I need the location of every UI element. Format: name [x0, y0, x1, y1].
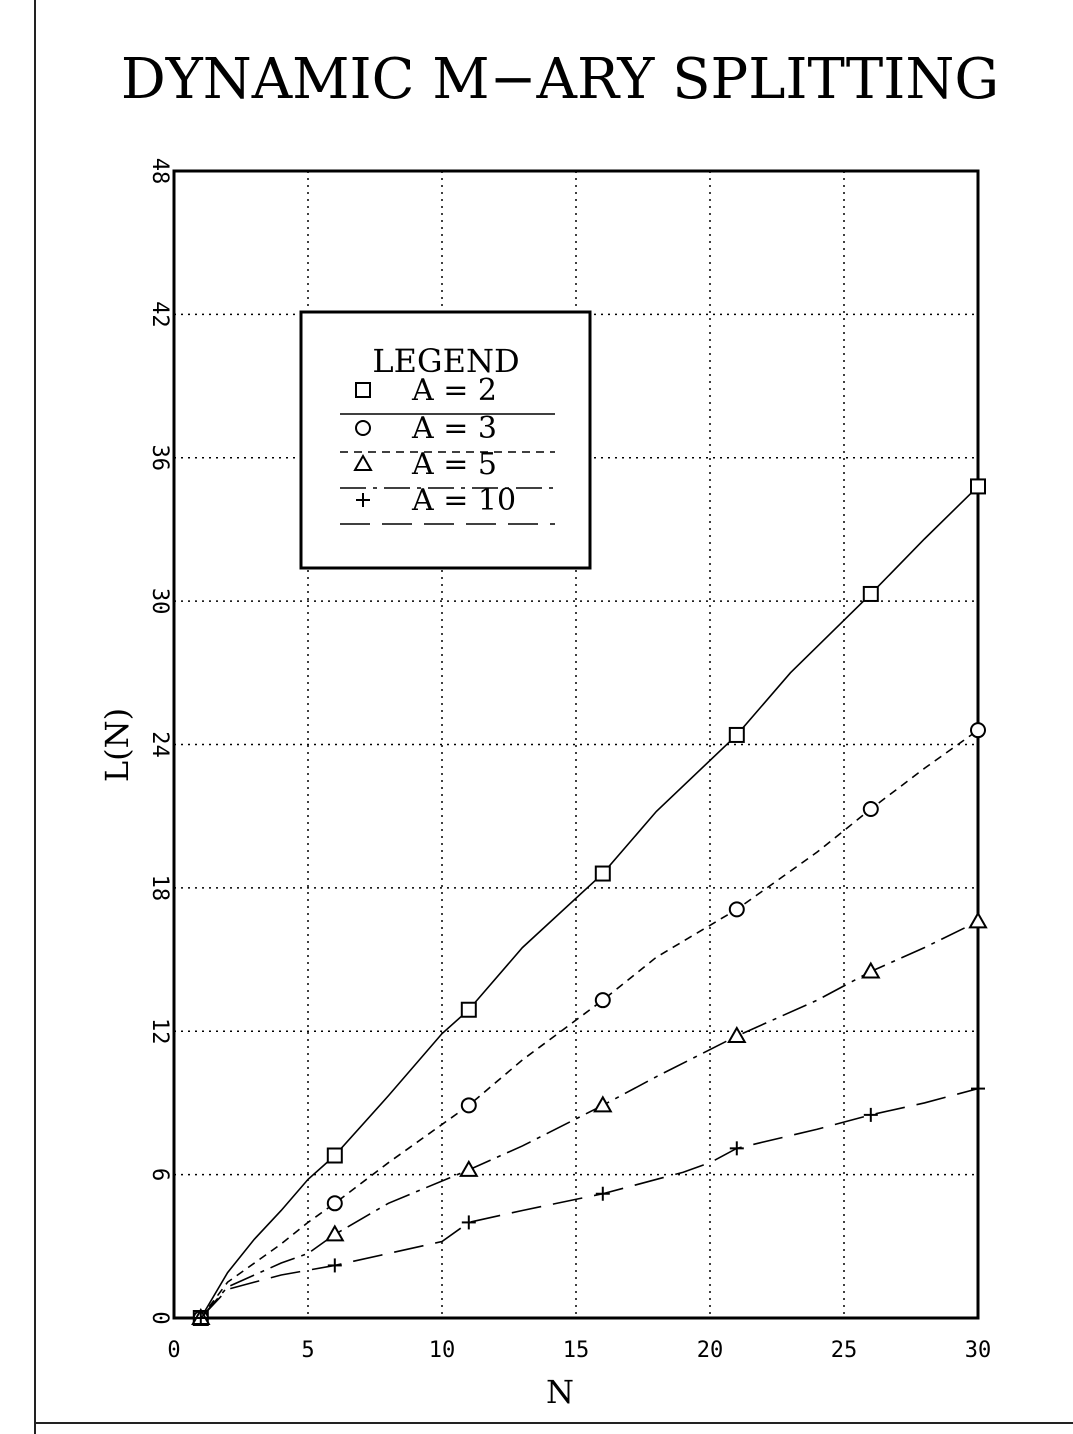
- data-point-a-5: [968, 911, 988, 929]
- series-line-a-2: [200, 485, 979, 1319]
- data-point-a-2: [594, 865, 611, 882]
- data-point-a-10: [327, 1258, 342, 1273]
- plot-area-border: [172, 169, 980, 1320]
- y-tick-label: 48: [147, 158, 172, 185]
- x-tick-label: 25: [831, 1338, 858, 1363]
- data-point-a-10: [595, 1186, 610, 1201]
- data-point-a-2: [862, 585, 879, 602]
- y-tick-label: 30: [147, 588, 172, 615]
- chart-title: DYNAMIC M−ARY SPLITTING: [121, 47, 999, 112]
- data-point-a-10: [729, 1141, 744, 1156]
- x-axis-ticks: 0 5 10 15 20 25 30: [167, 1338, 991, 1363]
- data-point-a-2: [728, 726, 745, 743]
- x-tick-label: 0: [167, 1338, 180, 1363]
- legend-box: [299, 310, 592, 570]
- series-line-a-5: [200, 920, 979, 1319]
- legend-title: LEGEND: [372, 342, 519, 380]
- y-tick-label: 42: [147, 301, 172, 328]
- series-line-a-3: [200, 729, 979, 1319]
- x-tick-label: 15: [563, 1338, 590, 1363]
- x-tick-label: 5: [301, 1338, 314, 1363]
- legend-marker-a-10: [356, 493, 370, 507]
- data-point-a-3: [594, 992, 611, 1009]
- x-tick-label: 10: [429, 1338, 456, 1363]
- y-tick-label: 0: [147, 1311, 172, 1324]
- y-tick-label: 12: [147, 1018, 172, 1045]
- data-point-a-3: [862, 801, 879, 818]
- data-point-a-10: [193, 1311, 208, 1325]
- legend: LEGEND A = 2A = 3A = 5A = 10: [299, 310, 592, 570]
- legend-marker-a-2: [355, 382, 371, 398]
- data-point-a-10: [863, 1107, 878, 1122]
- data-point-a-3: [460, 1097, 477, 1114]
- data-point-a-5: [727, 1026, 747, 1044]
- x-tick-label: 30: [965, 1338, 992, 1363]
- y-tick-label: 36: [147, 445, 172, 472]
- data-point-a-2: [326, 1147, 343, 1164]
- data-point-a-3: [728, 901, 745, 918]
- frame-bottom-border: [34, 1422, 1073, 1424]
- data-point-a-2: [460, 1001, 477, 1018]
- legend-label-a-10: A = 10: [411, 483, 516, 518]
- legend-label-a-3: A = 3: [411, 411, 497, 446]
- y-tick-label: 6: [147, 1168, 172, 1181]
- y-axis-ticks: 0 6 12 18 24 30 36 42 48: [147, 158, 172, 1325]
- y-axis-label: L(N): [98, 708, 136, 782]
- data-point-a-10: [461, 1215, 476, 1230]
- legend-label-a-5: A = 5: [411, 447, 497, 482]
- legend-marker-a-5: [353, 453, 373, 471]
- data-point-a-5: [861, 961, 881, 979]
- data-point-a-5: [593, 1095, 613, 1113]
- data-point-a-5: [459, 1159, 479, 1177]
- x-tick-label: 20: [697, 1338, 724, 1363]
- y-tick-label: 18: [147, 875, 172, 902]
- y-tick-label: 24: [147, 731, 172, 758]
- data-point-a-3: [970, 722, 986, 739]
- data-point-a-5: [325, 1224, 345, 1242]
- x-axis-label: N: [546, 1373, 574, 1411]
- data-point-a-10: [971, 1081, 985, 1096]
- series-line-a-10: [200, 1087, 979, 1319]
- data-point-a-3: [326, 1195, 343, 1212]
- data-point-a-2: [970, 478, 986, 495]
- frame-left-border: [34, 0, 36, 1434]
- series-group: [191, 478, 988, 1326]
- legend-marker-a-3: [355, 420, 371, 436]
- legend-label-a-2: A = 2: [411, 373, 497, 408]
